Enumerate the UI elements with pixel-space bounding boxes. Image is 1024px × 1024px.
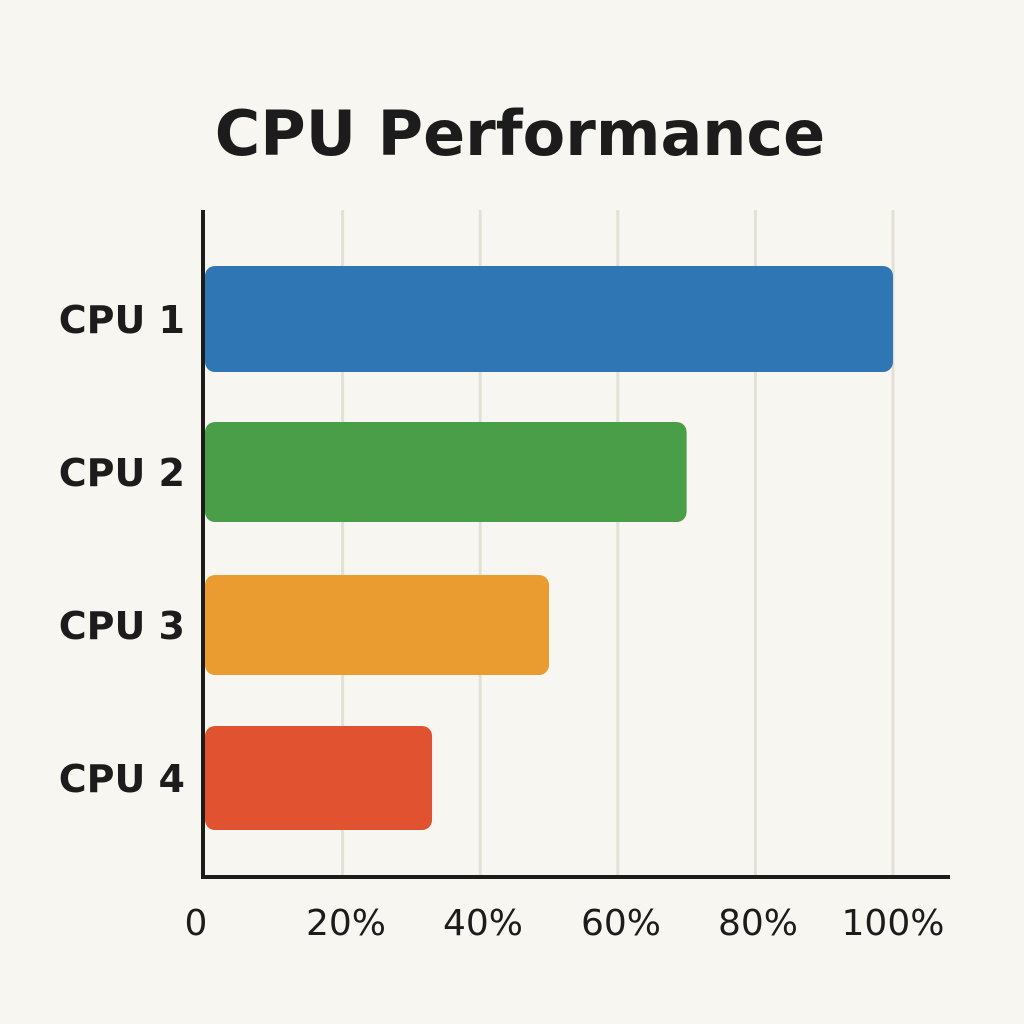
bar-cpu-4 xyxy=(205,726,433,830)
category-label-cpu-2: CPU 2 xyxy=(59,451,185,495)
bar-cpu-3 xyxy=(205,575,549,675)
tick-labels: 0 20% 40% 60% 80% 100% xyxy=(185,903,945,944)
category-label-cpu-3: CPU 3 xyxy=(59,604,185,648)
chart-title: CPU Performance xyxy=(215,97,825,170)
category-labels: CPU 1 CPU 2 CPU 3 CPU 4 xyxy=(59,298,185,801)
bar-cpu-1 xyxy=(205,266,893,372)
bar-cpu-2 xyxy=(205,422,687,522)
tick-label-100: 100% xyxy=(842,903,945,944)
tick-label-80: 80% xyxy=(718,903,798,944)
tick-label-60: 60% xyxy=(581,903,661,944)
category-label-cpu-4: CPU 4 xyxy=(59,757,185,801)
bars xyxy=(205,266,893,830)
tick-label-40: 40% xyxy=(443,903,523,944)
tick-label-20: 20% xyxy=(306,903,386,944)
tick-label-0: 0 xyxy=(185,903,208,944)
axes xyxy=(201,210,950,879)
category-label-cpu-1: CPU 1 xyxy=(59,298,185,342)
